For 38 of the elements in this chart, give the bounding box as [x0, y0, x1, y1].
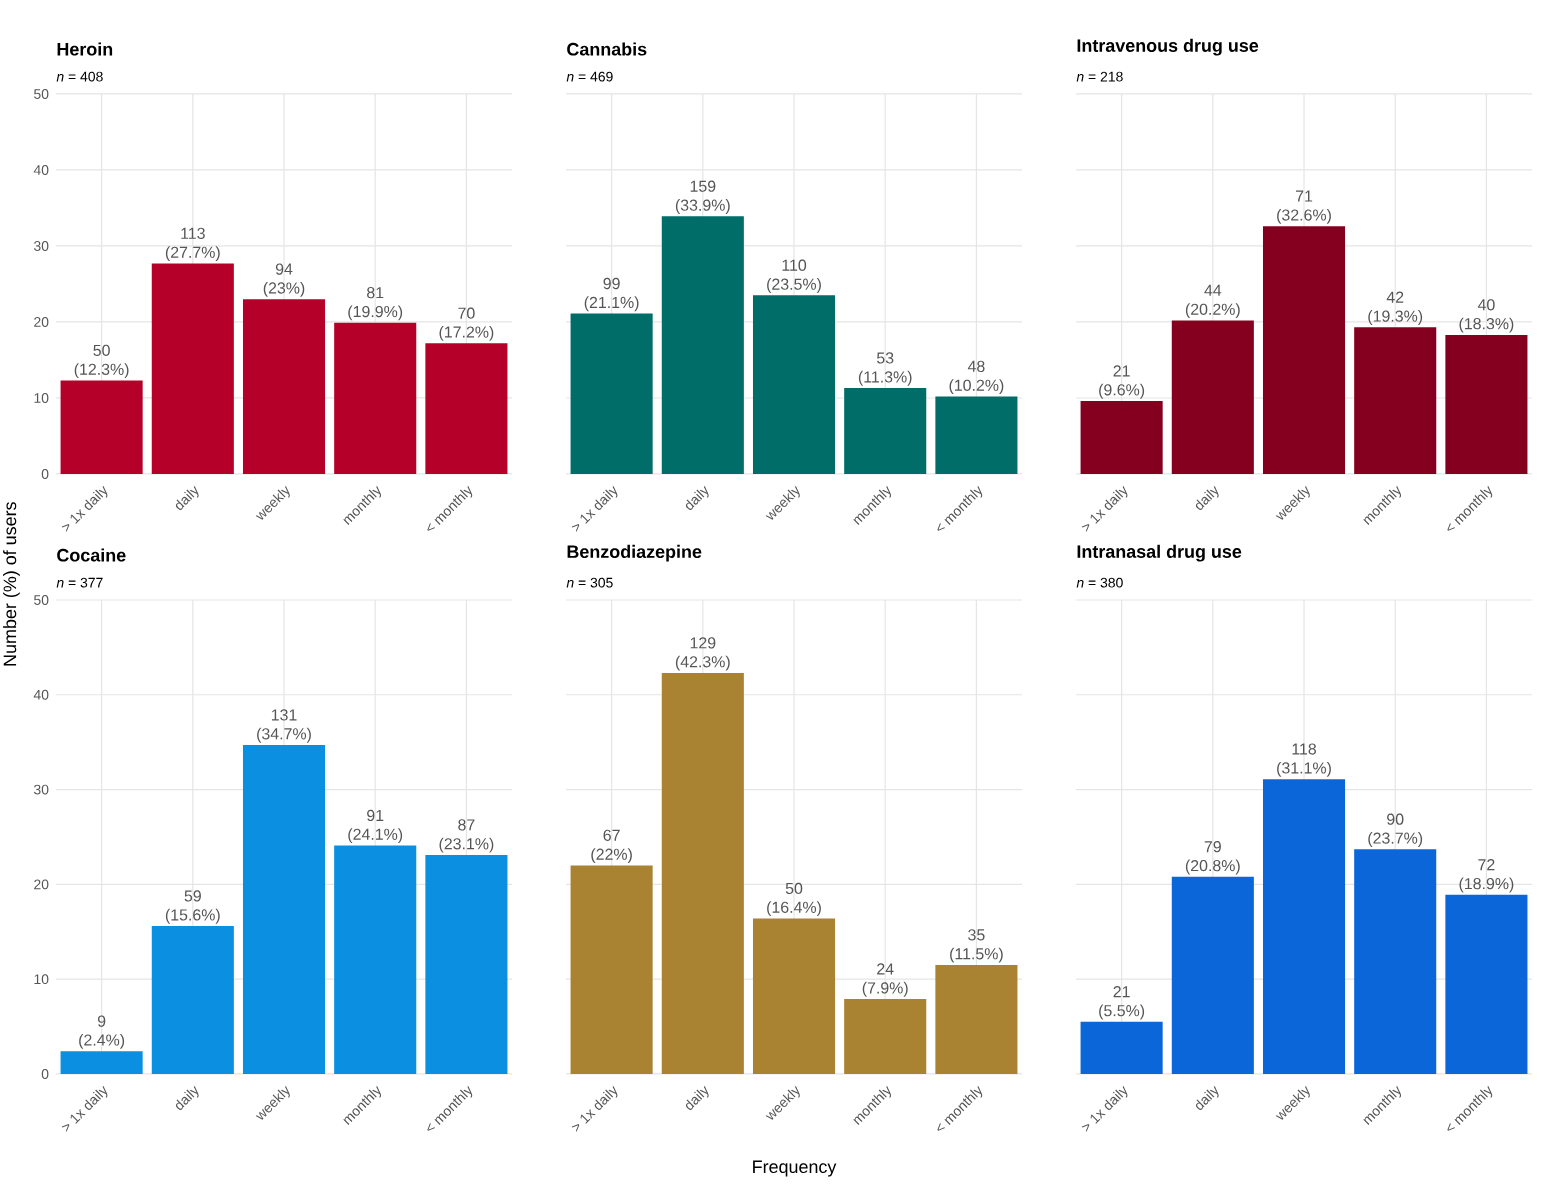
chart-title: Benzodiazepine: [567, 544, 702, 562]
bar: [844, 388, 927, 474]
x-axis-title: Frequency: [753, 1160, 837, 1177]
bar: [1171, 876, 1254, 1074]
bar: [1354, 849, 1437, 1074]
bar: [1354, 327, 1437, 474]
bar: [60, 380, 143, 474]
bar: [935, 964, 1018, 1074]
bar: [425, 343, 508, 474]
bar: [1445, 894, 1528, 1074]
bar: [425, 854, 508, 1074]
bar: [570, 313, 653, 474]
bar: [1171, 320, 1254, 474]
bar: [151, 263, 234, 474]
chart-title: Cocaine: [57, 548, 126, 562]
bar: [334, 322, 417, 474]
bar: [661, 672, 744, 1074]
y-axis-title: Number (%) of users: [3, 502, 20, 666]
bar: [60, 1051, 143, 1074]
chart-title: Intranasal drug use: [1077, 544, 1242, 562]
bar: [1080, 1021, 1163, 1074]
bar: [242, 745, 326, 1074]
bar: [752, 295, 836, 474]
bar: [935, 396, 1018, 474]
chart-title: Heroin: [57, 42, 113, 56]
bar: [752, 918, 836, 1074]
bar: [334, 845, 417, 1074]
bar: [151, 926, 234, 1074]
bar: [1262, 779, 1346, 1074]
bar: [1080, 401, 1163, 474]
bar: [844, 999, 927, 1074]
bar: [661, 216, 744, 474]
bar: [570, 865, 653, 1074]
chart-title: Cannabis: [567, 42, 647, 56]
bar: [242, 299, 326, 474]
chart-title: Intravenous drug use: [1077, 38, 1259, 56]
bar: [1445, 334, 1528, 474]
bar: [1262, 226, 1346, 474]
